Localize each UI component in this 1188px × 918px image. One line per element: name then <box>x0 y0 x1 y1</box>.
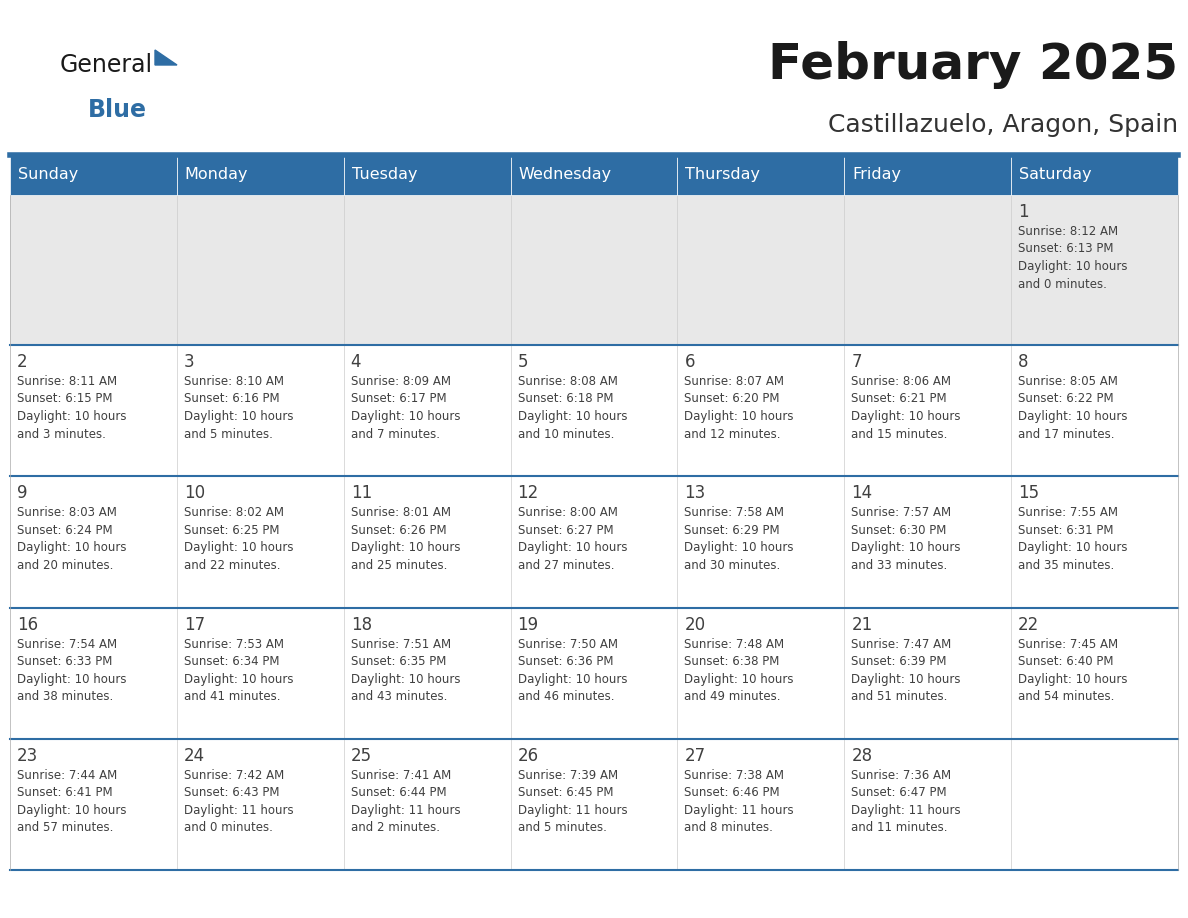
Text: 2: 2 <box>17 353 27 371</box>
Text: Sunrise: 7:38 AM
Sunset: 6:46 PM
Daylight: 11 hours
and 8 minutes.: Sunrise: 7:38 AM Sunset: 6:46 PM Dayligh… <box>684 768 794 834</box>
Text: 10: 10 <box>184 485 206 502</box>
Text: Sunrise: 8:03 AM
Sunset: 6:24 PM
Daylight: 10 hours
and 20 minutes.: Sunrise: 8:03 AM Sunset: 6:24 PM Dayligh… <box>17 506 126 572</box>
Text: Sunrise: 8:06 AM
Sunset: 6:21 PM
Daylight: 10 hours
and 15 minutes.: Sunrise: 8:06 AM Sunset: 6:21 PM Dayligh… <box>852 375 961 441</box>
Text: Sunrise: 8:05 AM
Sunset: 6:22 PM
Daylight: 10 hours
and 17 minutes.: Sunrise: 8:05 AM Sunset: 6:22 PM Dayligh… <box>1018 375 1127 441</box>
Text: Castillazuelo, Aragon, Spain: Castillazuelo, Aragon, Spain <box>828 113 1178 137</box>
Text: Sunrise: 8:02 AM
Sunset: 6:25 PM
Daylight: 10 hours
and 22 minutes.: Sunrise: 8:02 AM Sunset: 6:25 PM Dayligh… <box>184 506 293 572</box>
Text: 3: 3 <box>184 353 195 371</box>
Text: 26: 26 <box>518 746 538 765</box>
Text: 24: 24 <box>184 746 206 765</box>
Bar <box>10 608 1178 739</box>
Text: Blue: Blue <box>88 98 147 122</box>
Bar <box>10 739 1178 870</box>
Text: 21: 21 <box>852 615 872 633</box>
Bar <box>10 155 177 195</box>
Text: February 2025: February 2025 <box>767 41 1178 89</box>
Text: 22: 22 <box>1018 615 1040 633</box>
Text: Sunrise: 7:42 AM
Sunset: 6:43 PM
Daylight: 11 hours
and 0 minutes.: Sunrise: 7:42 AM Sunset: 6:43 PM Dayligh… <box>184 768 293 834</box>
Text: Sunrise: 8:11 AM
Sunset: 6:15 PM
Daylight: 10 hours
and 3 minutes.: Sunrise: 8:11 AM Sunset: 6:15 PM Dayligh… <box>17 375 126 441</box>
Text: 4: 4 <box>350 353 361 371</box>
Text: 14: 14 <box>852 485 872 502</box>
Text: Sunrise: 7:54 AM
Sunset: 6:33 PM
Daylight: 10 hours
and 38 minutes.: Sunrise: 7:54 AM Sunset: 6:33 PM Dayligh… <box>17 637 126 703</box>
Text: Saturday: Saturday <box>1019 167 1092 183</box>
Text: 16: 16 <box>17 615 38 633</box>
Bar <box>177 155 343 195</box>
Text: Sunrise: 7:36 AM
Sunset: 6:47 PM
Daylight: 11 hours
and 11 minutes.: Sunrise: 7:36 AM Sunset: 6:47 PM Dayligh… <box>852 768 961 834</box>
Text: Monday: Monday <box>185 167 248 183</box>
Text: 12: 12 <box>518 485 539 502</box>
Bar <box>10 345 1178 476</box>
Text: 6: 6 <box>684 353 695 371</box>
Text: Wednesday: Wednesday <box>519 167 612 183</box>
Text: Thursday: Thursday <box>685 167 760 183</box>
Text: Sunrise: 8:07 AM
Sunset: 6:20 PM
Daylight: 10 hours
and 12 minutes.: Sunrise: 8:07 AM Sunset: 6:20 PM Dayligh… <box>684 375 794 441</box>
Text: 23: 23 <box>17 746 38 765</box>
Bar <box>10 195 1178 345</box>
Text: Friday: Friday <box>852 167 902 183</box>
Text: 17: 17 <box>184 615 206 633</box>
Polygon shape <box>154 50 177 65</box>
Text: 18: 18 <box>350 615 372 633</box>
Text: 11: 11 <box>350 485 372 502</box>
Text: 19: 19 <box>518 615 538 633</box>
Text: Sunrise: 7:47 AM
Sunset: 6:39 PM
Daylight: 10 hours
and 51 minutes.: Sunrise: 7:47 AM Sunset: 6:39 PM Dayligh… <box>852 637 961 703</box>
Bar <box>845 155 1011 195</box>
Text: Sunrise: 7:50 AM
Sunset: 6:36 PM
Daylight: 10 hours
and 46 minutes.: Sunrise: 7:50 AM Sunset: 6:36 PM Dayligh… <box>518 637 627 703</box>
Bar <box>511 155 677 195</box>
Text: Sunrise: 8:00 AM
Sunset: 6:27 PM
Daylight: 10 hours
and 27 minutes.: Sunrise: 8:00 AM Sunset: 6:27 PM Dayligh… <box>518 506 627 572</box>
Text: Sunrise: 7:51 AM
Sunset: 6:35 PM
Daylight: 10 hours
and 43 minutes.: Sunrise: 7:51 AM Sunset: 6:35 PM Dayligh… <box>350 637 460 703</box>
Text: Sunrise: 8:12 AM
Sunset: 6:13 PM
Daylight: 10 hours
and 0 minutes.: Sunrise: 8:12 AM Sunset: 6:13 PM Dayligh… <box>1018 225 1127 290</box>
Text: 8: 8 <box>1018 353 1029 371</box>
Text: 20: 20 <box>684 615 706 633</box>
Text: Sunday: Sunday <box>18 167 78 183</box>
Text: 13: 13 <box>684 485 706 502</box>
Text: Sunrise: 7:57 AM
Sunset: 6:30 PM
Daylight: 10 hours
and 33 minutes.: Sunrise: 7:57 AM Sunset: 6:30 PM Dayligh… <box>852 506 961 572</box>
Text: Tuesday: Tuesday <box>352 167 417 183</box>
Text: Sunrise: 8:09 AM
Sunset: 6:17 PM
Daylight: 10 hours
and 7 minutes.: Sunrise: 8:09 AM Sunset: 6:17 PM Dayligh… <box>350 375 460 441</box>
Bar <box>10 476 1178 608</box>
Text: Sunrise: 8:08 AM
Sunset: 6:18 PM
Daylight: 10 hours
and 10 minutes.: Sunrise: 8:08 AM Sunset: 6:18 PM Dayligh… <box>518 375 627 441</box>
Text: Sunrise: 7:55 AM
Sunset: 6:31 PM
Daylight: 10 hours
and 35 minutes.: Sunrise: 7:55 AM Sunset: 6:31 PM Dayligh… <box>1018 506 1127 572</box>
Text: 28: 28 <box>852 746 872 765</box>
Text: Sunrise: 7:48 AM
Sunset: 6:38 PM
Daylight: 10 hours
and 49 minutes.: Sunrise: 7:48 AM Sunset: 6:38 PM Dayligh… <box>684 637 794 703</box>
Bar <box>677 155 845 195</box>
Text: Sunrise: 8:01 AM
Sunset: 6:26 PM
Daylight: 10 hours
and 25 minutes.: Sunrise: 8:01 AM Sunset: 6:26 PM Dayligh… <box>350 506 460 572</box>
Text: Sunrise: 7:44 AM
Sunset: 6:41 PM
Daylight: 10 hours
and 57 minutes.: Sunrise: 7:44 AM Sunset: 6:41 PM Dayligh… <box>17 768 126 834</box>
Text: 5: 5 <box>518 353 529 371</box>
Text: Sunrise: 7:39 AM
Sunset: 6:45 PM
Daylight: 11 hours
and 5 minutes.: Sunrise: 7:39 AM Sunset: 6:45 PM Dayligh… <box>518 768 627 834</box>
Text: 9: 9 <box>17 485 27 502</box>
Bar <box>1011 155 1178 195</box>
Text: Sunrise: 8:10 AM
Sunset: 6:16 PM
Daylight: 10 hours
and 5 minutes.: Sunrise: 8:10 AM Sunset: 6:16 PM Dayligh… <box>184 375 293 441</box>
Text: Sunrise: 7:41 AM
Sunset: 6:44 PM
Daylight: 11 hours
and 2 minutes.: Sunrise: 7:41 AM Sunset: 6:44 PM Dayligh… <box>350 768 460 834</box>
Text: 7: 7 <box>852 353 861 371</box>
Text: Sunrise: 7:53 AM
Sunset: 6:34 PM
Daylight: 10 hours
and 41 minutes.: Sunrise: 7:53 AM Sunset: 6:34 PM Dayligh… <box>184 637 293 703</box>
Bar <box>343 155 511 195</box>
Text: Sunrise: 7:58 AM
Sunset: 6:29 PM
Daylight: 10 hours
and 30 minutes.: Sunrise: 7:58 AM Sunset: 6:29 PM Dayligh… <box>684 506 794 572</box>
Text: 1: 1 <box>1018 203 1029 221</box>
Text: Sunrise: 7:45 AM
Sunset: 6:40 PM
Daylight: 10 hours
and 54 minutes.: Sunrise: 7:45 AM Sunset: 6:40 PM Dayligh… <box>1018 637 1127 703</box>
Text: 25: 25 <box>350 746 372 765</box>
Text: 15: 15 <box>1018 485 1040 502</box>
Text: 27: 27 <box>684 746 706 765</box>
Text: General: General <box>61 53 153 77</box>
